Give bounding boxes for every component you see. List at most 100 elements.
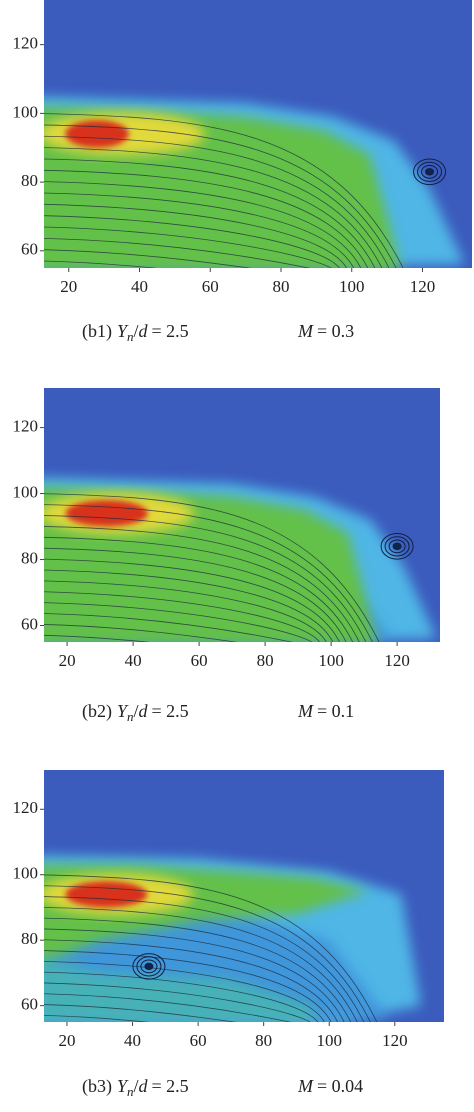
caption-part: d	[139, 321, 149, 341]
vortex-ring	[392, 542, 402, 551]
vortex-ring	[417, 161, 443, 182]
streamline	[44, 169, 369, 268]
streamline	[44, 634, 150, 642]
y-tick-label: 80	[21, 548, 38, 567]
streamline	[44, 874, 378, 1022]
caption-part: Y	[117, 1076, 129, 1096]
streamline	[44, 591, 320, 642]
x-tick-label: 80	[255, 1031, 272, 1050]
y-tick-label: 100	[13, 482, 39, 501]
streamline	[44, 158, 376, 268]
y-tick-label: 100	[13, 864, 39, 883]
field-red	[65, 500, 148, 527]
vortex-ring	[132, 953, 166, 980]
streamline	[44, 602, 313, 642]
caption-part: /	[134, 701, 139, 721]
streamline	[44, 558, 340, 642]
streamline	[44, 885, 371, 1022]
streamline	[44, 613, 294, 642]
x-tick-label: 20	[60, 277, 77, 296]
caption-part: /	[134, 1076, 139, 1096]
caption-part: n	[127, 1084, 134, 1099]
vortex-ring	[140, 959, 158, 974]
caption-part: M	[297, 321, 314, 341]
vortex-ring	[136, 956, 162, 977]
streamline	[44, 971, 319, 1022]
caption-part: Y	[117, 321, 129, 341]
caption-part: d	[139, 1076, 149, 1096]
caption-part: (b1)	[82, 321, 112, 342]
plot-area	[44, 388, 440, 642]
field-red	[65, 120, 129, 148]
streamline	[44, 993, 292, 1022]
streamline	[44, 226, 332, 268]
x-tick-label: 120	[410, 277, 436, 296]
caption-part: = 0.04	[317, 1076, 363, 1096]
vortex-ring	[388, 539, 406, 554]
y-tick-label: 100	[13, 102, 39, 121]
field-red	[65, 881, 148, 908]
streamline	[44, 624, 238, 642]
x-tick-label: 80	[272, 277, 289, 296]
caption-part: = 2.5	[152, 701, 189, 721]
streamline	[44, 939, 338, 1022]
y-tick-label: 60	[21, 240, 38, 259]
x-tick-label: 20	[58, 1031, 75, 1050]
y-tick-label: 120	[13, 34, 39, 53]
x-tick-label: 100	[339, 277, 365, 296]
streamline	[44, 260, 158, 268]
caption: (b2) Yn/d = 2.5 M = 0.1	[82, 701, 354, 724]
caption-part: n	[127, 329, 134, 344]
caption-part: = 0.1	[317, 701, 354, 721]
streamline	[44, 928, 345, 1022]
streamline	[44, 504, 373, 642]
streamline	[44, 249, 252, 268]
caption-part: M	[297, 1076, 314, 1096]
streamline	[44, 192, 354, 268]
streamline	[44, 526, 360, 642]
x-tick-label: 100	[318, 651, 344, 670]
vortex-ring	[384, 536, 410, 557]
streamline	[44, 135, 390, 268]
plot-area	[44, 770, 444, 1022]
x-tick-label: 40	[124, 1031, 141, 1050]
streamline	[44, 906, 358, 1022]
y-tick-label: 120	[13, 798, 39, 817]
caption-part: = 0.3	[317, 321, 354, 341]
x-tick-label: 80	[257, 651, 274, 670]
caption-part: Y	[117, 701, 129, 721]
streamline	[44, 536, 353, 642]
streamline	[44, 1015, 150, 1022]
vortex-ring	[144, 962, 154, 971]
streamline	[44, 1004, 237, 1022]
streamline	[44, 569, 334, 642]
streamline	[44, 215, 340, 268]
streamline	[44, 515, 367, 642]
streamline	[44, 896, 365, 1022]
streamline	[44, 147, 383, 268]
streamline	[44, 950, 332, 1022]
x-tick-label: 20	[59, 651, 76, 670]
x-tick-label: 40	[131, 277, 148, 296]
vortex-ring	[421, 164, 439, 179]
vortex-ring	[380, 533, 414, 560]
streamline	[44, 547, 347, 642]
streamline	[44, 493, 380, 642]
y-tick-label: 120	[13, 416, 39, 435]
x-tick-label: 40	[125, 651, 142, 670]
caption: (b3) Yn/d = 2.5 M = 0.04	[82, 1076, 363, 1099]
y-tick-label: 80	[21, 929, 38, 948]
vortex-ring	[425, 168, 435, 176]
streamline	[44, 238, 311, 268]
caption-part: d	[139, 701, 149, 721]
x-tick-label: 60	[191, 651, 208, 670]
caption-part: (b2)	[82, 701, 112, 722]
caption-part: = 2.5	[152, 321, 189, 341]
streamline	[44, 113, 404, 268]
caption-part: n	[127, 709, 134, 724]
caption-part: (b3)	[82, 1076, 112, 1097]
plot-area	[44, 0, 472, 268]
y-tick-label: 60	[21, 614, 38, 633]
caption-part: = 2.5	[152, 1076, 189, 1096]
